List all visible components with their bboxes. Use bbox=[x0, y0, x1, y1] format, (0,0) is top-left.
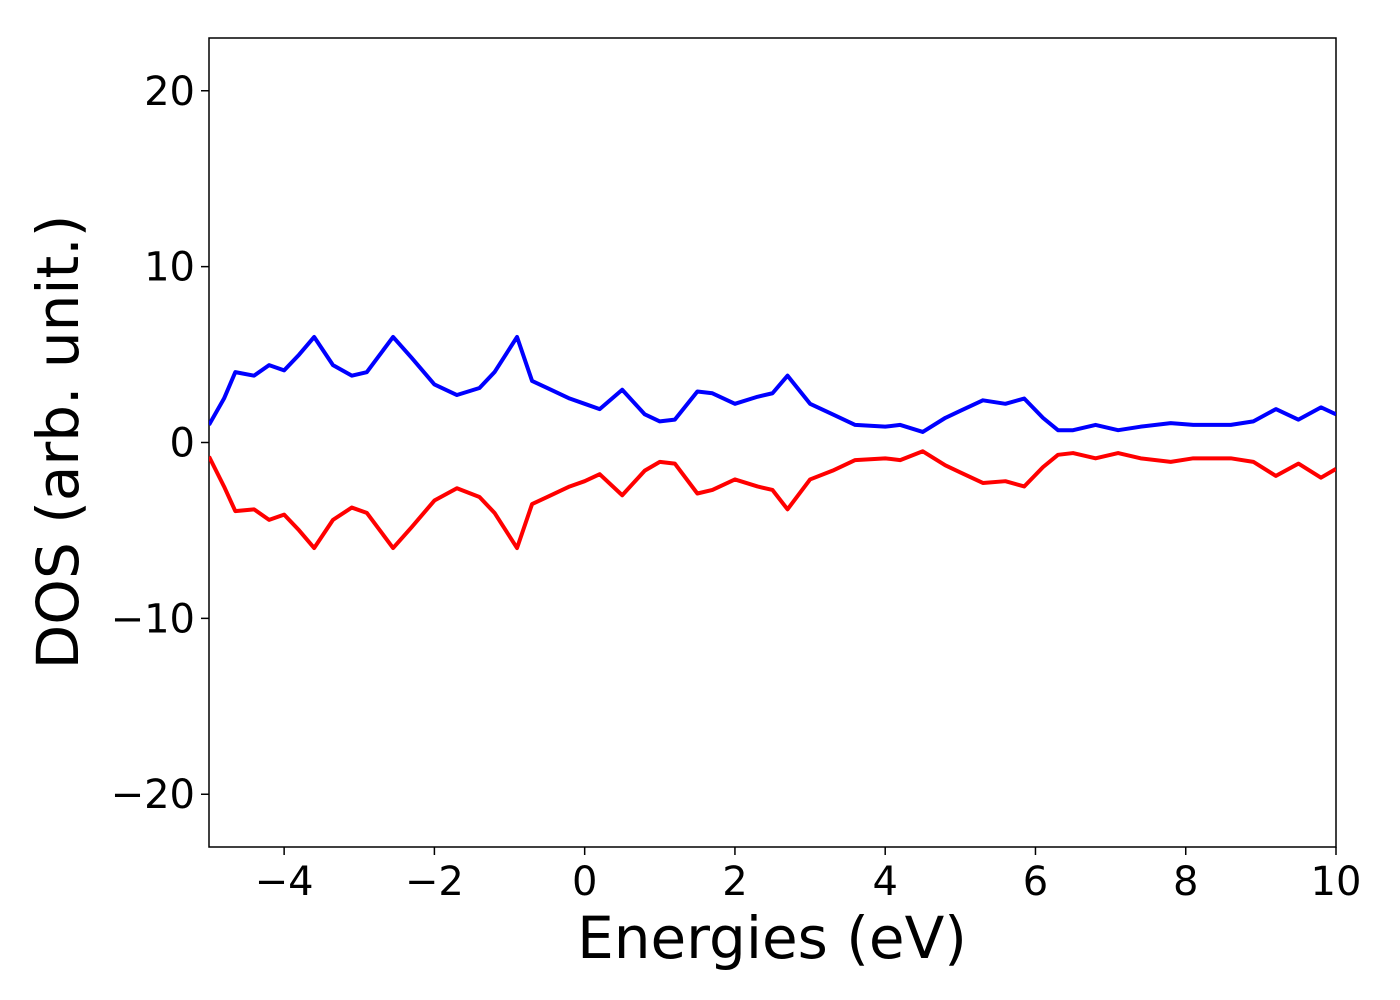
x-tick-label: 8 bbox=[1173, 859, 1198, 905]
y-tick-label: 10 bbox=[144, 245, 195, 291]
x-axis-label: Energies (eV) bbox=[577, 904, 967, 972]
y-tick-label: −10 bbox=[111, 596, 195, 642]
y-tick-label: 20 bbox=[144, 69, 195, 115]
series-line bbox=[209, 334, 1336, 434]
x-tick-label: 4 bbox=[872, 859, 897, 905]
x-tick-label: 2 bbox=[722, 859, 747, 905]
x-tick-label: −4 bbox=[255, 859, 314, 905]
y-tick-label: 0 bbox=[170, 421, 195, 467]
x-tick-label: −2 bbox=[405, 859, 464, 905]
y-axis-label: DOS (arb. unit.) bbox=[24, 215, 92, 670]
plot-frame bbox=[208, 37, 1337, 848]
x-tick-label: 0 bbox=[572, 859, 597, 905]
x-tick-label: 6 bbox=[1023, 859, 1048, 905]
y-tick-label: −20 bbox=[111, 772, 195, 818]
series-line bbox=[209, 449, 1336, 551]
x-tick-label: 10 bbox=[1311, 859, 1362, 905]
